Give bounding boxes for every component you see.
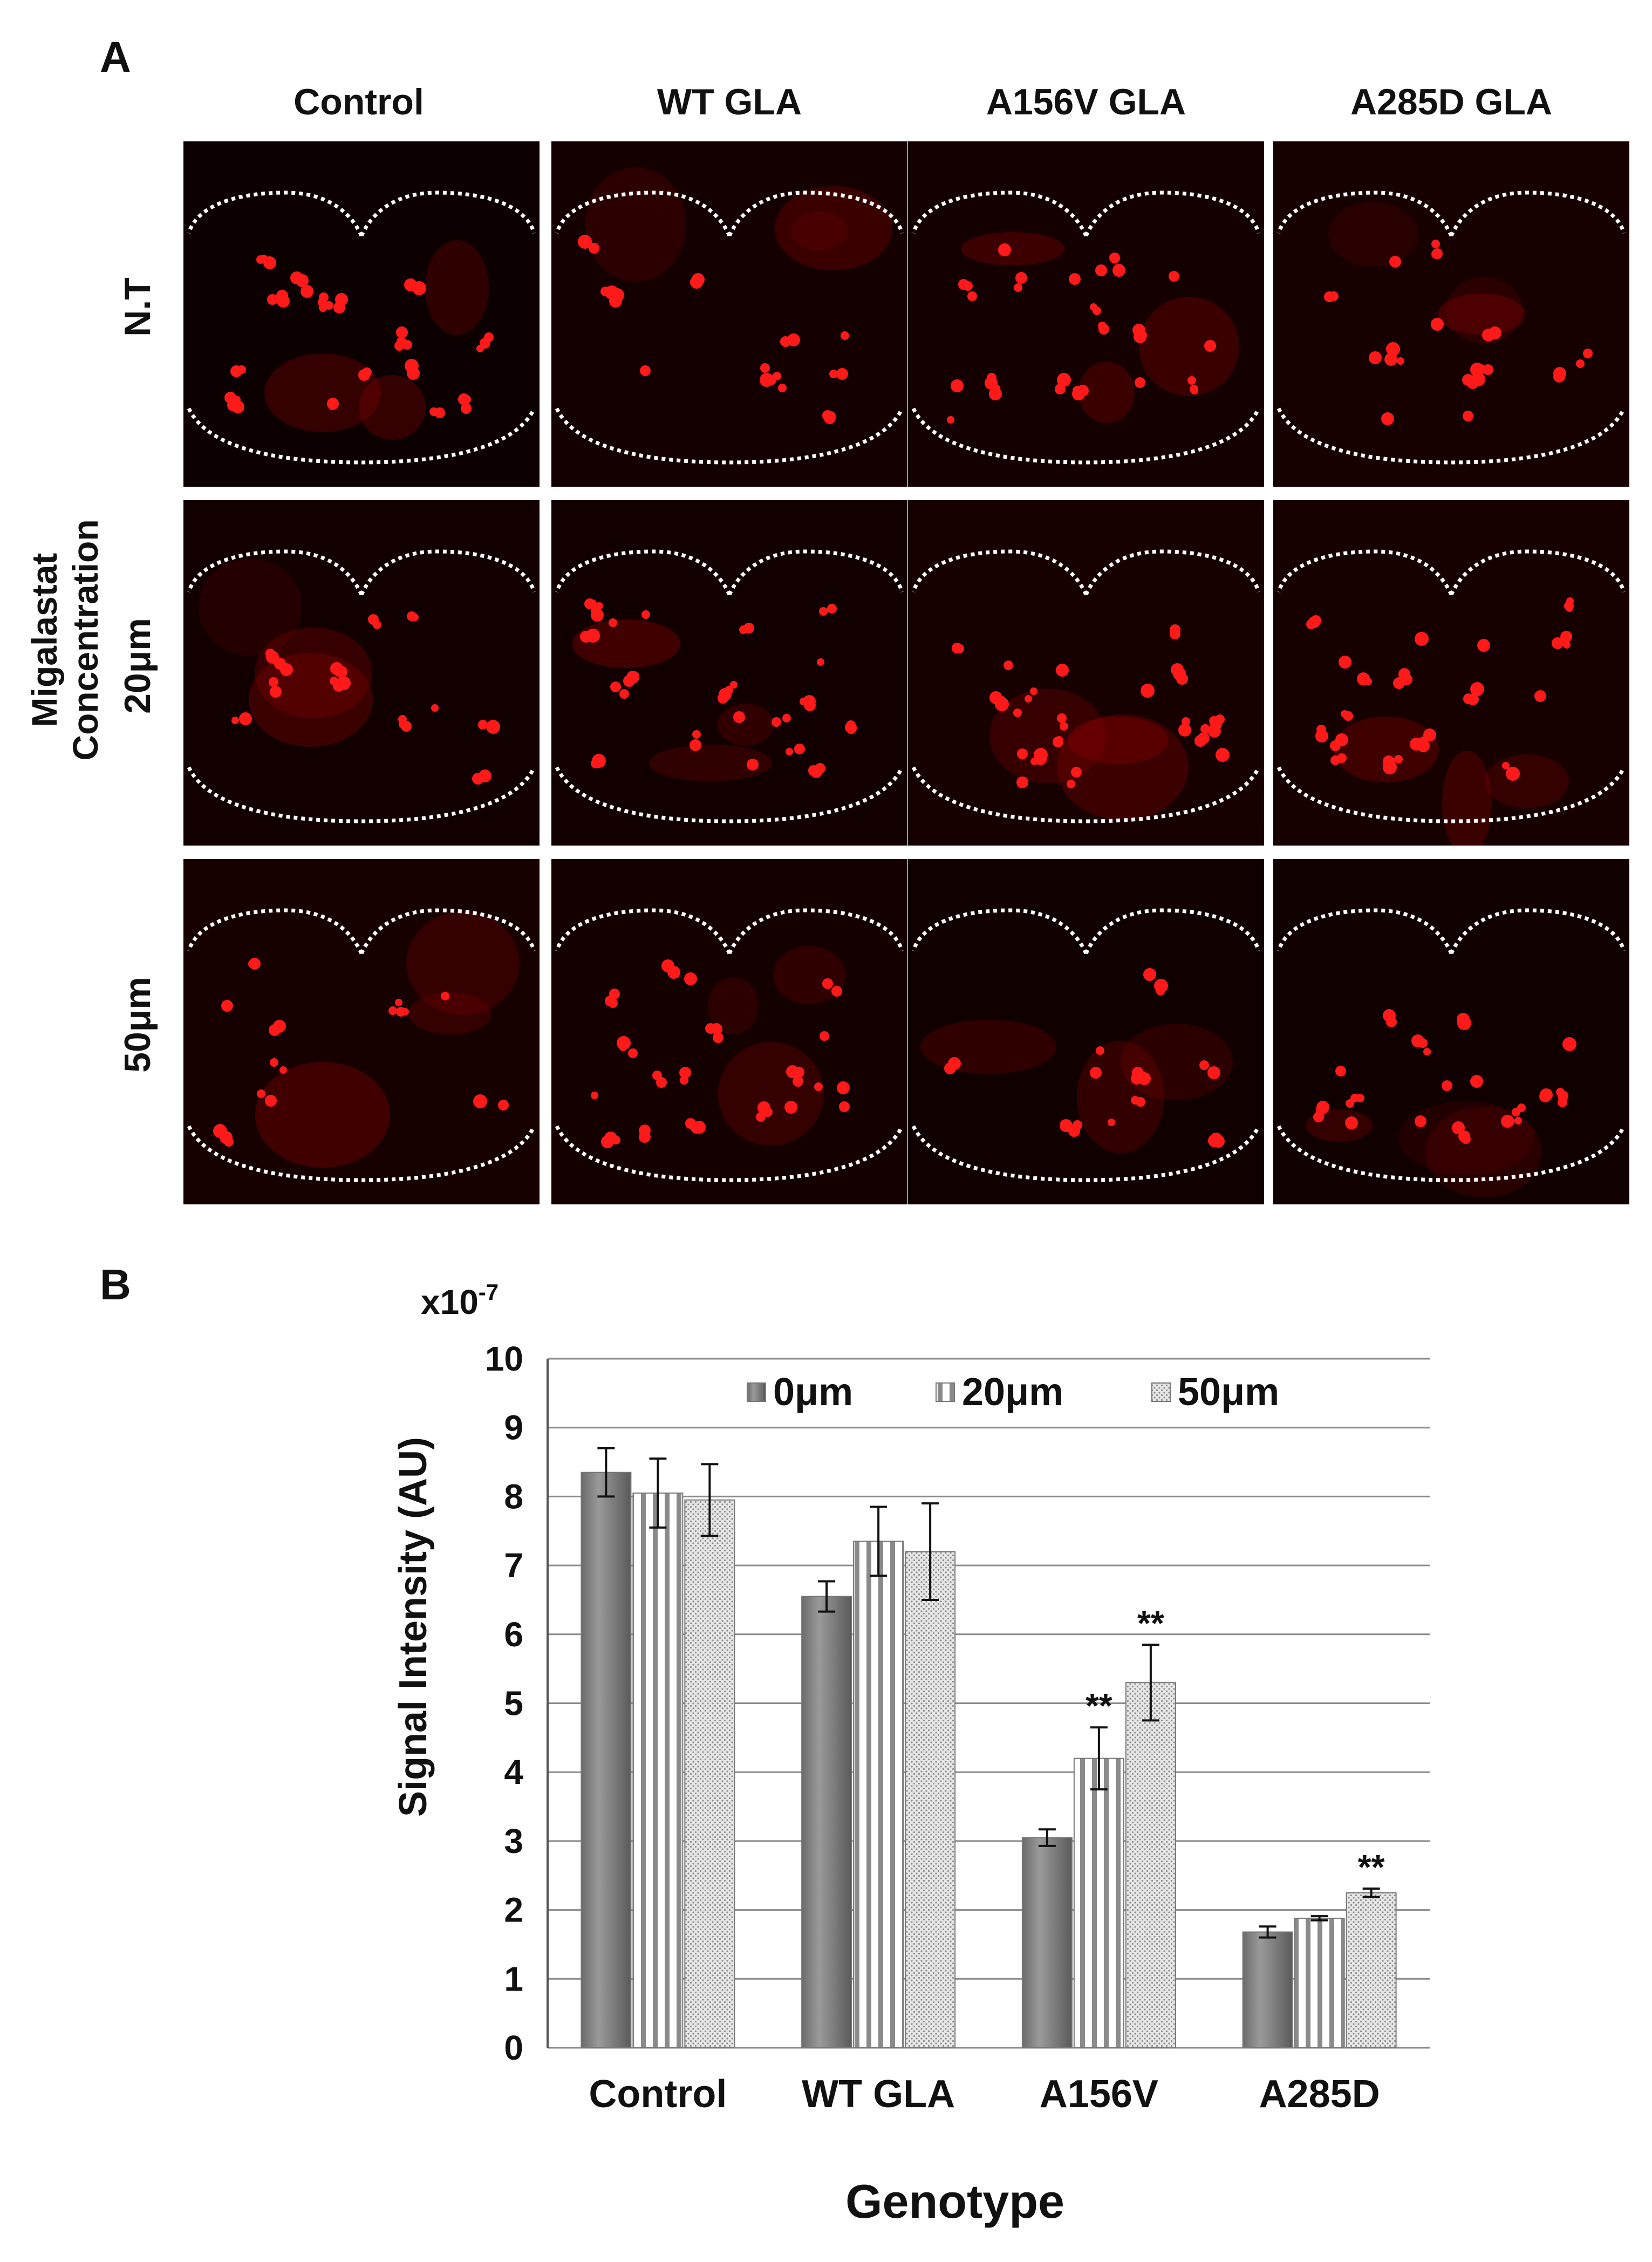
bar-wt-gla-2: [905, 1551, 956, 2049]
bar-control-0: [581, 1471, 632, 2049]
significance-mark: **: [1137, 1604, 1164, 1643]
column-header-a285d-gla: A285D GLA: [1350, 81, 1553, 122]
bar-a156v-1: [1073, 1757, 1124, 2048]
column-header-a156v-gla: A156V GLA: [986, 81, 1186, 122]
micrograph-a156v-gla-20um: [908, 500, 1264, 846]
micrograph-a285d-gla-20um: [1273, 500, 1629, 846]
legend-label: 50μm: [1178, 1371, 1279, 1414]
column-header-control: Control: [293, 81, 424, 122]
scale-factor-label: x10-7: [421, 1279, 499, 1321]
bar-wt-gla-0: [801, 1596, 852, 2048]
significance-mark: **: [1358, 1848, 1385, 1886]
micrograph-a285d-gla-50um: [1273, 859, 1629, 1204]
y-tick-label: 7: [504, 1546, 523, 1585]
x-tick-label: A285D: [1259, 2073, 1380, 2116]
significance-mark: **: [1086, 1686, 1112, 1725]
y-tick-label: 0: [504, 2028, 523, 2067]
micrograph-a285d-gla-nt: [1273, 141, 1629, 487]
legend-swatch: [1151, 1382, 1171, 1402]
x-axis-label: Genotype: [845, 2175, 1064, 2228]
panel-b-letter: B: [100, 1261, 131, 1309]
y-tick-label: 2: [504, 1891, 523, 1930]
x-tick-label: WT GLA: [802, 2073, 955, 2116]
micrograph-control-50um: [183, 859, 540, 1204]
legend-label: 0μm: [773, 1371, 853, 1414]
y-tick-label: 9: [504, 1408, 523, 1447]
micrograph-a156v-gla-50um: [908, 859, 1264, 1204]
x-tick-label: A156V: [1040, 2073, 1158, 2116]
micrograph-wt-gla-nt: [551, 141, 907, 487]
y-tick-label: 8: [504, 1477, 523, 1516]
bar-a285d-2: [1346, 1892, 1397, 2049]
y-tick-label: 6: [504, 1615, 523, 1654]
column-header-wt-gla: WT GLA: [657, 81, 802, 122]
y-tick-label: 1: [504, 1959, 523, 1998]
y-tick-label: 10: [485, 1339, 523, 1378]
micrograph-wt-gla-20um: [551, 500, 907, 846]
bar-a285d-0: [1242, 1931, 1293, 2049]
bar-control-1: [632, 1493, 684, 2048]
x-tick-label: Control: [589, 2073, 727, 2116]
legend-swatch: [747, 1382, 766, 1402]
legend-label: 20μm: [962, 1371, 1063, 1414]
bar-wt-gla-1: [853, 1541, 904, 2048]
y-tick-label: 3: [504, 1822, 523, 1861]
bar-a285d-1: [1294, 1917, 1345, 2049]
panel-a-letter: A: [100, 33, 131, 81]
y-tick-label: 4: [504, 1753, 523, 1791]
bar-a156v-0: [1021, 1837, 1073, 2048]
micrograph-wt-gla-50um: [551, 859, 907, 1204]
bar-a156v-2: [1125, 1682, 1176, 2048]
y-axis-label: Signal Intensity (AU): [392, 1437, 435, 1817]
legend-swatch: [936, 1382, 955, 1402]
micrograph-control-nt: [183, 141, 540, 487]
y-tick-label: 5: [504, 1684, 523, 1723]
micrograph-control-20um: [183, 500, 540, 846]
bar-control-2: [684, 1499, 735, 2048]
micrograph-a156v-gla-nt: [908, 141, 1264, 487]
